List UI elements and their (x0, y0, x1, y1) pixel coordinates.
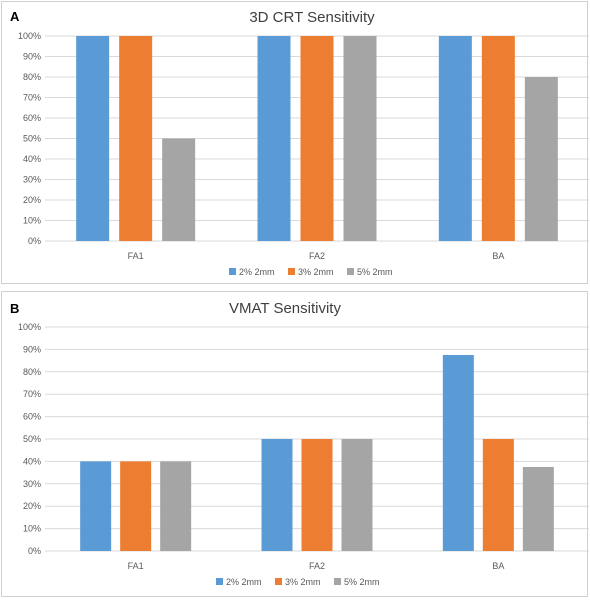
legend-entry: 3% 2mm (298, 267, 334, 277)
y-tick-label: 60% (23, 113, 41, 123)
y-tick-label: 30% (23, 175, 41, 185)
y-tick-label: 0% (28, 546, 41, 556)
x-category-label: FA1 (128, 251, 144, 261)
chart-svg-b: B VMAT Sensitivity 0% 10% 20% 30% 40% 50% 60% 7… (10, 300, 589, 587)
legend-swatch (288, 268, 295, 275)
panel-label: B (10, 301, 19, 316)
y-tick-label: 40% (23, 154, 41, 164)
y-tick-label: 50% (23, 434, 41, 444)
bar-ba-series-2 (481, 36, 515, 241)
chart-panel-a: A 3D CRT Sensitivity 0% 10% 20% 30% 40% 50% 60… (1, 1, 589, 284)
y-tick-label: 60% (23, 412, 41, 422)
y-tick-label: 80% (23, 72, 41, 82)
legend-swatch (334, 578, 341, 585)
bar-fa2-series-2 (301, 439, 333, 551)
bar-fa2-series-1 (261, 439, 293, 551)
bar-fa2-series-1 (257, 36, 291, 241)
y-tick-label: 70% (23, 93, 41, 103)
bar-fa1-series-1 (80, 461, 112, 551)
bar-fa2-series-3 (343, 36, 377, 241)
bar-ba-series-3 (522, 467, 554, 551)
y-tick-label: 10% (23, 524, 41, 534)
panel-label: A (10, 9, 20, 24)
legend-entry: 5% 2mm (357, 267, 393, 277)
legend-entry: 2% 2mm (226, 577, 262, 587)
y-tick-label: 100% (18, 322, 41, 332)
x-category-label: BA (492, 251, 504, 261)
bar-fa2-series-2 (300, 36, 334, 241)
bar-fa1-series-2 (119, 36, 153, 241)
legend-entry: 3% 2mm (285, 577, 321, 587)
legend-swatch (347, 268, 354, 275)
y-tick-label: 80% (23, 367, 41, 377)
bar-ba-series-2 (482, 439, 514, 551)
bar-ba-series-1 (438, 36, 472, 241)
bar-ba-series-1 (442, 355, 474, 551)
chart-svg-a: A 3D CRT Sensitivity 0% 10% 20% 30% 40% 50% 60… (10, 9, 589, 277)
legend-swatch (229, 268, 236, 275)
chart-title: VMAT Sensitivity (229, 300, 341, 317)
x-category-label: FA2 (309, 561, 325, 571)
bar-ba-series-3 (524, 77, 558, 241)
x-category-label: BA (492, 561, 504, 571)
bar-fa2-series-3 (341, 439, 373, 551)
y-tick-label: 90% (23, 52, 41, 62)
y-tick-label: 100% (18, 31, 41, 41)
y-tick-label: 40% (23, 456, 41, 466)
y-tick-label: 30% (23, 479, 41, 489)
y-tick-label: 20% (23, 501, 41, 511)
legend-swatch (216, 578, 223, 585)
x-category-label: FA2 (309, 251, 325, 261)
y-tick-label: 70% (23, 389, 41, 399)
bar-fa1-series-2 (120, 461, 152, 551)
bar-fa1-series-3 (160, 461, 192, 551)
chart-panel-b: B VMAT Sensitivity 0% 10% 20% 30% 40% 50% 60% 7… (1, 291, 589, 597)
y-tick-label: 0% (28, 236, 41, 246)
y-tick-label: 50% (23, 134, 41, 144)
y-tick-label: 90% (23, 344, 41, 354)
chart-title: 3D CRT Sensitivity (249, 9, 375, 26)
bar-fa1-series-1 (76, 36, 110, 241)
legend-entry: 2% 2mm (239, 267, 275, 277)
legend-swatch (275, 578, 282, 585)
y-tick-label: 10% (23, 216, 41, 226)
y-tick-label: 20% (23, 195, 41, 205)
x-category-label: FA1 (128, 561, 144, 571)
legend-entry: 5% 2mm (344, 577, 380, 587)
bar-fa1-series-3 (162, 138, 196, 241)
